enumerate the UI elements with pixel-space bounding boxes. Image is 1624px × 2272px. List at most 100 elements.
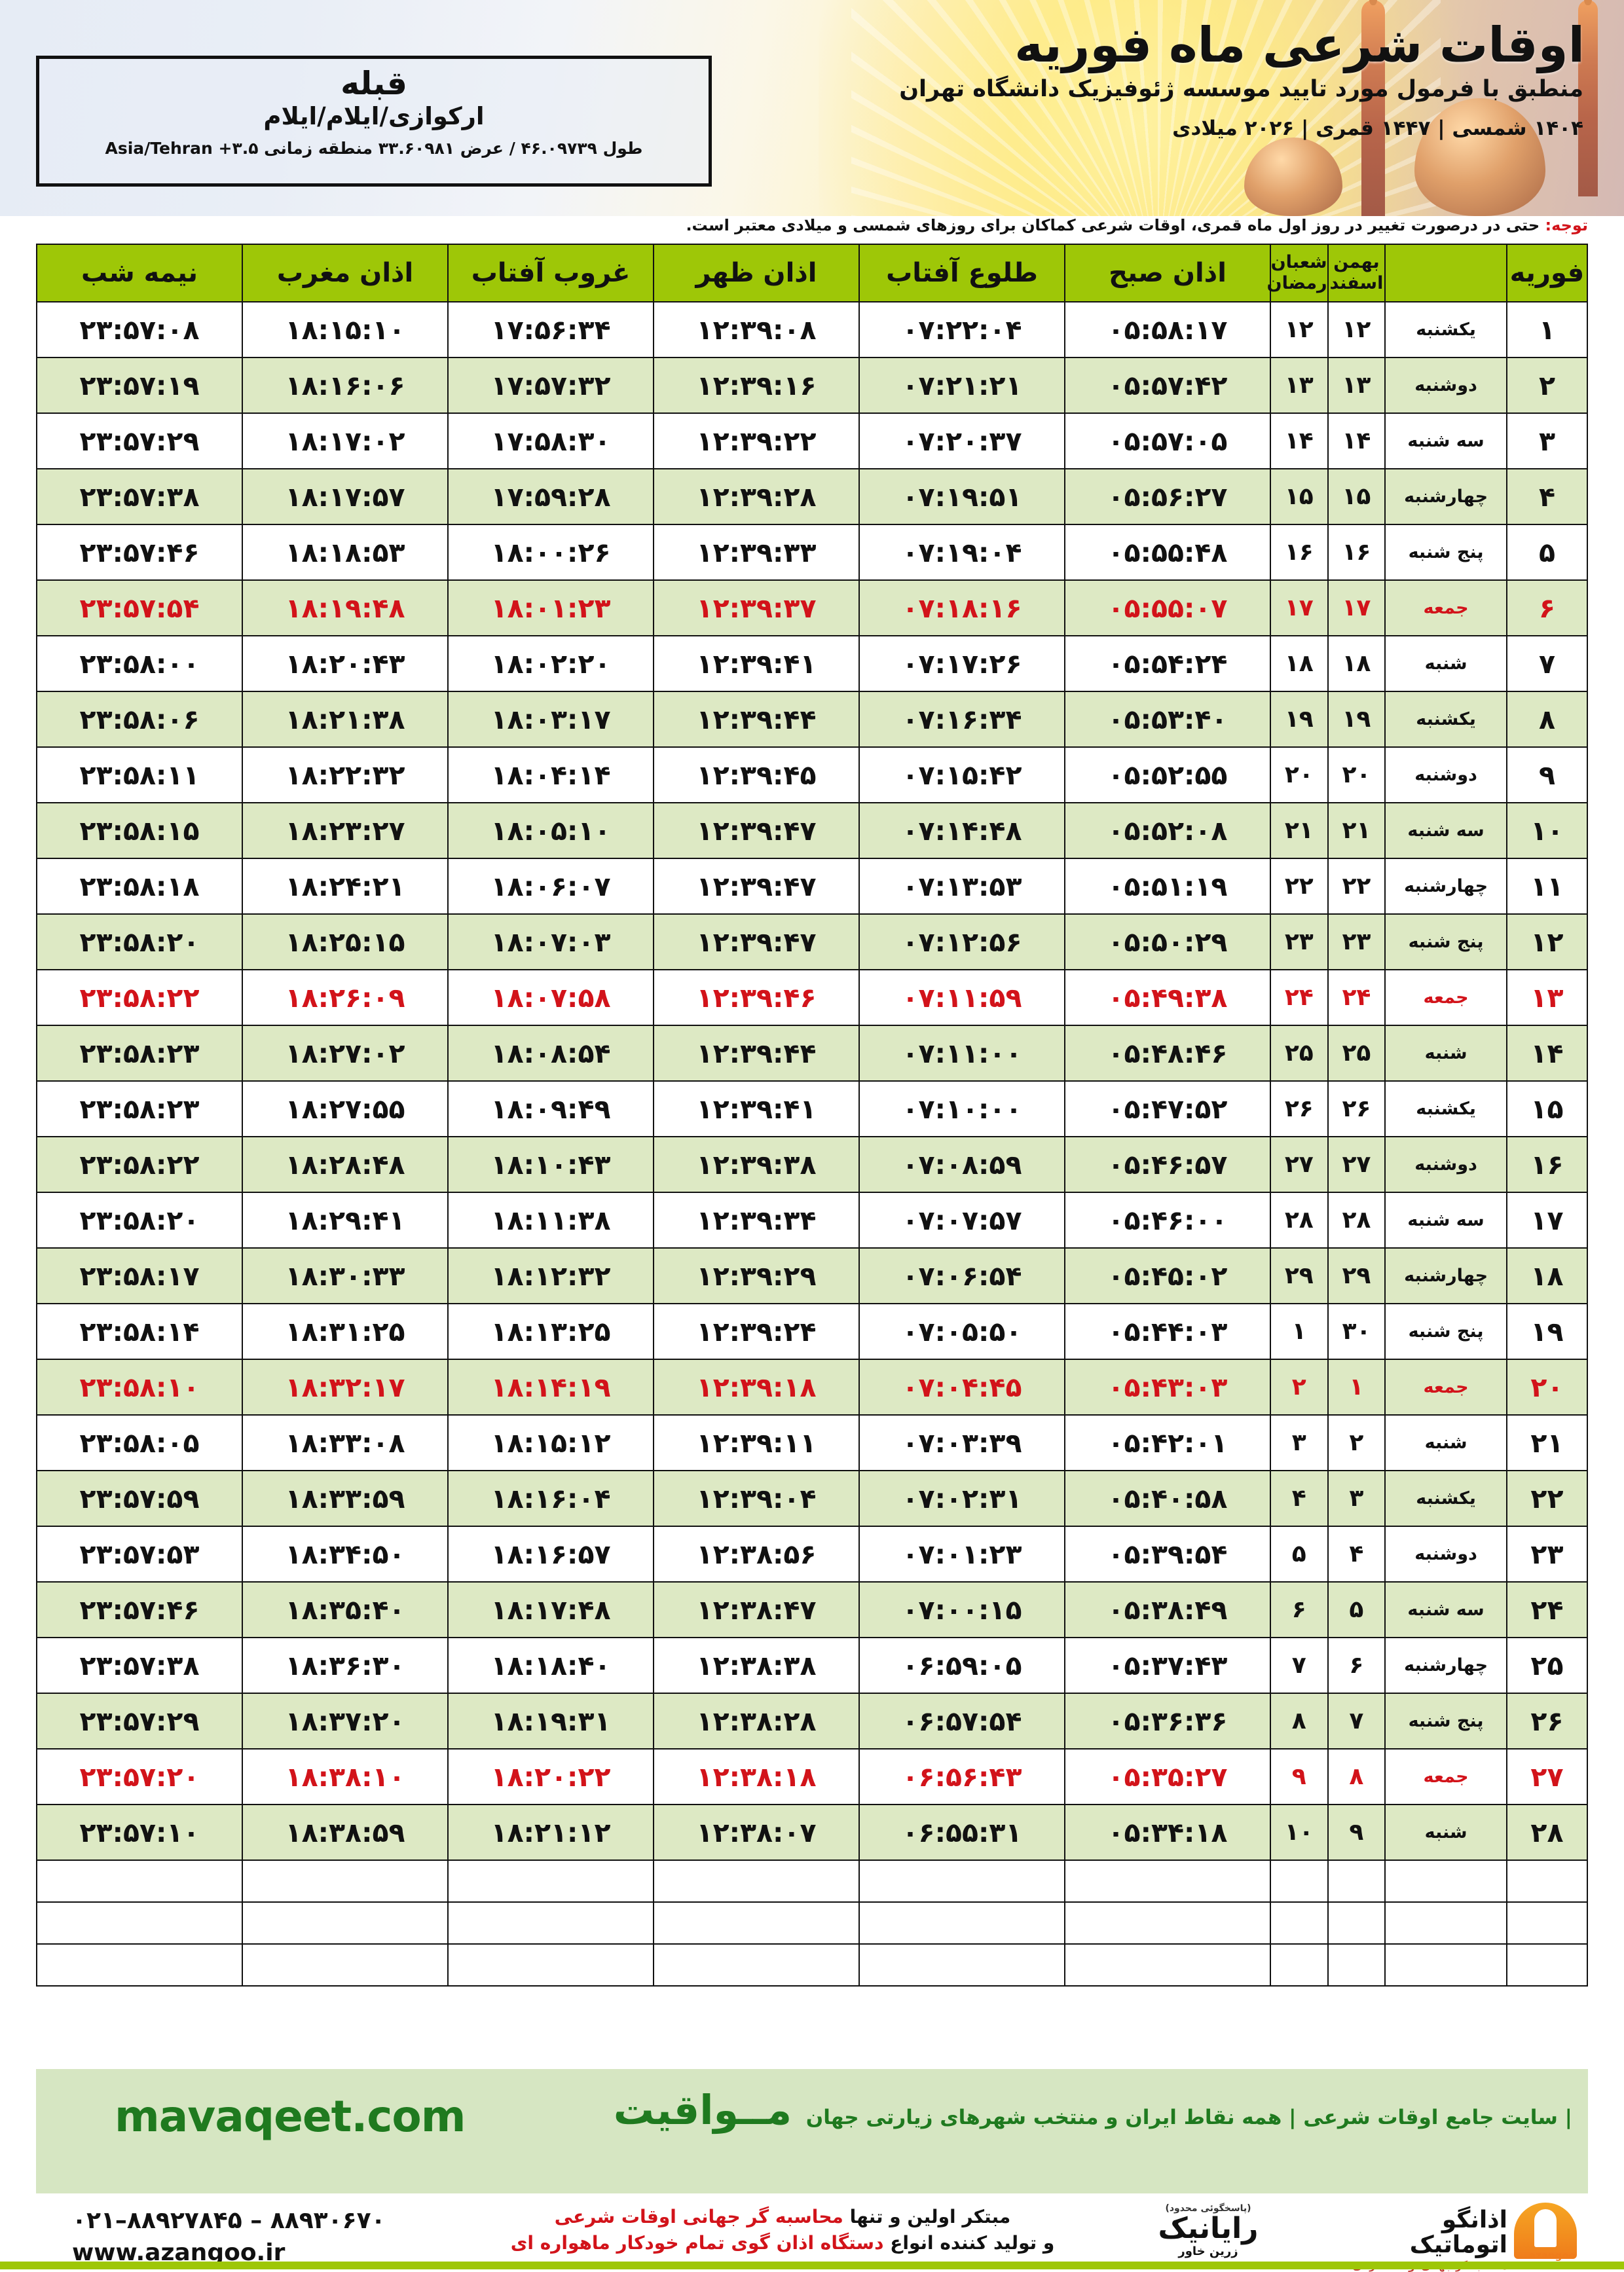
cell-sunset-time: ۱۸:۰۳:۱۷ (447, 691, 655, 748)
cell-dhuhr-time: ۱۲:۳۹:۲۹ (653, 1247, 860, 1304)
cell-hijri-date: ۱۴ (1269, 412, 1329, 469)
cell-dhuhr-time: ۱۲:۳۹:۲۴ (653, 1303, 860, 1360)
cell-midnight-time: ۲۳:۵۸:۲۳ (35, 1025, 244, 1082)
cell-maghrib-time: ۱۸:۳۱:۲۵ (242, 1303, 449, 1360)
cell-hijri-date: ۱۲ (1269, 301, 1329, 358)
cell-sunset-time: ۱۸:۱۶:۰۴ (447, 1470, 655, 1527)
cell-empty (1269, 1860, 1329, 1903)
cell-weekday: دوشنبه (1384, 746, 1507, 803)
table-row: ۲۴ سه شنبه ۵ ۶ ۰۵:۳۸:۴۹ ۰۷:۰۰:۱۵ ۱۲:۳۸:۴۷ ۱۸:۱۷… (35, 1581, 1589, 1638)
cell-maghrib-time: ۱۸:۳۸:۵۹ (242, 1804, 449, 1861)
page-title: اوقات شرعی ماه فوریه (1014, 17, 1585, 73)
cell-sunset-time: ۱۸:۰۴:۱۴ (447, 746, 655, 803)
cell-maghrib-time: ۱۸:۱۶:۰۶ (242, 357, 449, 414)
cell-february: ۱۱ (1505, 858, 1589, 915)
cell-fajr-time: ۰۵:۵۷:۰۵ (1064, 412, 1271, 469)
cell-sunset-time: ۱۷:۵۹:۲۸ (447, 468, 655, 525)
cell-fajr-time: ۰۵:۵۷:۴۲ (1064, 357, 1271, 414)
cell-dhuhr-time: ۱۲:۳۸:۱۸ (653, 1748, 860, 1805)
cell-fajr-time: ۰۵:۳۴:۱۸ (1064, 1804, 1271, 1861)
footer-desc-1b: محاسبه گر جهانی اوقات شرعی (554, 2206, 843, 2227)
dome-icon (1244, 137, 1342, 216)
cell-february: ۱۵ (1505, 1080, 1589, 1137)
cell-midnight-time: ۲۳:۵۸:۲۰ (35, 1192, 244, 1249)
prayer-times-table: فوریه بهمن اسفند شعبان رمضان اذان صبح طل… (35, 244, 1589, 1987)
cell-midnight-time: ۲۳:۵۸:۱۵ (35, 802, 244, 859)
footer-desc-1a: مبتکر اولین و تنها (843, 2206, 1011, 2227)
table-row: ۵ پنج شنبه ۱۶ ۱۶ ۰۵:۵۵:۴۸ ۰۷:۱۹:۰۴ ۱۲:۳۹:۳۳ ۱۸:… (35, 524, 1589, 581)
cell-empty (1384, 1901, 1507, 1945)
cell-shamsi-date: ۹ (1327, 1804, 1386, 1861)
cell-weekday: چهارشنبه (1384, 1247, 1507, 1304)
azangoo-badge: azangoo (1528, 2250, 1576, 2262)
cell-sunset-time: ۱۸:۰۵:۱۰ (447, 802, 655, 859)
cell-fajr-time: ۰۵:۵۰:۲۹ (1064, 913, 1271, 970)
footer-desc-line-1: مبتکر اولین و تنها محاسبه گر جهانی اوقات… (498, 2204, 1067, 2230)
col-header-maghrib: اذان مغرب (242, 244, 449, 302)
footer-website[interactable]: www.azangoo.ir (72, 2239, 286, 2266)
cell-weekday: یکشنبه (1384, 691, 1507, 748)
cell-empty (242, 1860, 449, 1903)
table-row: ۱۸ چهارشنبه ۲۹ ۲۹ ۰۵:۴۵:۰۲ ۰۷:۰۶:۵۴ ۱۲:۳۹:۲۹ ۱۸… (35, 1247, 1589, 1304)
brand-website[interactable]: mavaqeet.com (115, 2091, 466, 2142)
cell-hijri-date: ۲۲ (1269, 858, 1329, 915)
cell-fajr-time: ۰۵:۵۵:۴۸ (1064, 524, 1271, 581)
cell-sunrise-time: ۰۶:۵۶:۴۳ (858, 1748, 1065, 1805)
cell-shamsi-date: ۴ (1327, 1526, 1386, 1583)
cell-february: ۲۶ (1505, 1693, 1589, 1750)
cell-maghrib-time: ۱۸:۳۳:۰۸ (242, 1414, 449, 1471)
cell-empty (1269, 1901, 1329, 1945)
cell-sunrise-time: ۰۷:۱۰:۰۰ (858, 1080, 1065, 1137)
cell-weekday: جمعه (1384, 579, 1507, 636)
table-row: ۷ شنبه ۱۸ ۱۸ ۰۵:۵۴:۲۴ ۰۷:۱۷:۲۶ ۱۲:۳۹:۴۱ ۱۸:۰۲:۲… (35, 635, 1589, 692)
cell-shamsi-date: ۲۳ (1327, 913, 1386, 970)
cell-fajr-time: ۰۵:۵۴:۲۴ (1064, 635, 1271, 692)
col-header-midnight: نیمه شب (35, 244, 244, 302)
cell-midnight-time: ۲۳:۵۸:۱۷ (35, 1247, 244, 1304)
cell-sunset-time: ۱۸:۱۵:۱۲ (447, 1414, 655, 1471)
note-label: توجه: (1545, 216, 1588, 234)
cell-dhuhr-time: ۱۲:۳۸:۲۸ (653, 1693, 860, 1750)
cell-shamsi-date: ۳۰ (1327, 1303, 1386, 1360)
cell-sunrise-time: ۰۷:۱۱:۰۰ (858, 1025, 1065, 1082)
qibla-coordinates: طول ۴۶.۰۹۷۳۹ / عرض ۳۳.۶۰۹۸۱ منطقه زمانی … (105, 139, 643, 158)
cell-february: ۲۸ (1505, 1804, 1589, 1861)
cell-maghrib-time: ۱۸:۲۴:۲۱ (242, 858, 449, 915)
table-row-empty (35, 1943, 1589, 1987)
brand-title-fa: مــواقیت (613, 2086, 792, 2134)
cell-midnight-time: ۲۳:۵۸:۰۵ (35, 1414, 244, 1471)
cell-sunrise-time: ۰۷:۱۸:۱۶ (858, 579, 1065, 636)
table-row: ۲۵ چهارشنبه ۶ ۷ ۰۵:۳۷:۴۳ ۰۶:۵۹:۰۵ ۱۲:۳۸:۳۸ ۱۸:۱… (35, 1637, 1589, 1694)
cell-shamsi-date: ۱۳ (1327, 357, 1386, 414)
cell-maghrib-time: ۱۸:۳۲:۱۷ (242, 1359, 449, 1416)
cell-sunrise-time: ۰۷:۲۲:۰۴ (858, 301, 1065, 358)
cell-hijri-date: ۲۱ (1269, 802, 1329, 859)
cell-hijri-date: ۲۸ (1269, 1192, 1329, 1249)
cell-fajr-time: ۰۵:۵۲:۵۵ (1064, 746, 1271, 803)
cell-dhuhr-time: ۱۲:۳۸:۰۷ (653, 1804, 860, 1861)
cell-sunset-time: ۱۸:۱۳:۲۵ (447, 1303, 655, 1360)
cell-hijri-date: ۷ (1269, 1637, 1329, 1694)
cell-february: ۴ (1505, 468, 1589, 525)
cell-weekday: جمعه (1384, 1748, 1507, 1805)
shamsi-month-bottom: اسفند (1329, 273, 1384, 293)
table-row: ۴ چهارشنبه ۱۵ ۱۵ ۰۵:۵۶:۲۷ ۰۷:۱۹:۵۱ ۱۲:۳۹:۲۸ ۱۷:… (35, 468, 1589, 525)
cell-maghrib-time: ۱۸:۳۶:۳۰ (242, 1637, 449, 1694)
cell-midnight-time: ۲۳:۵۷:۵۴ (35, 579, 244, 636)
cell-sunrise-time: ۰۷:۱۱:۵۹ (858, 969, 1065, 1026)
cell-maghrib-time: ۱۸:۲۷:۵۵ (242, 1080, 449, 1137)
cell-fajr-time: ۰۵:۵۲:۰۸ (1064, 802, 1271, 859)
cell-hijri-date: ۱۷ (1269, 579, 1329, 636)
cell-weekday: شنبه (1384, 635, 1507, 692)
cell-weekday: سه شنبه (1384, 1192, 1507, 1249)
cell-weekday: یکشنبه (1384, 1080, 1507, 1137)
cell-hijri-date: ۱ (1269, 1303, 1329, 1360)
cell-empty (242, 1901, 449, 1945)
cell-midnight-time: ۲۳:۵۸:۲۳ (35, 1080, 244, 1137)
cell-february: ۲۴ (1505, 1581, 1589, 1638)
cell-shamsi-date: ۲۵ (1327, 1025, 1386, 1082)
page-subtitle: منطبق با فرمول مورد تایید موسسه ژئوفیزیک… (899, 76, 1583, 102)
table-row: ۱۵ یکشنبه ۲۶ ۲۶ ۰۵:۴۷:۵۲ ۰۷:۱۰:۰۰ ۱۲:۳۹:۴۱ ۱۸:۰… (35, 1080, 1589, 1137)
cell-sunset-time: ۱۷:۵۷:۳۲ (447, 357, 655, 414)
cell-weekday: چهارشنبه (1384, 1637, 1507, 1694)
